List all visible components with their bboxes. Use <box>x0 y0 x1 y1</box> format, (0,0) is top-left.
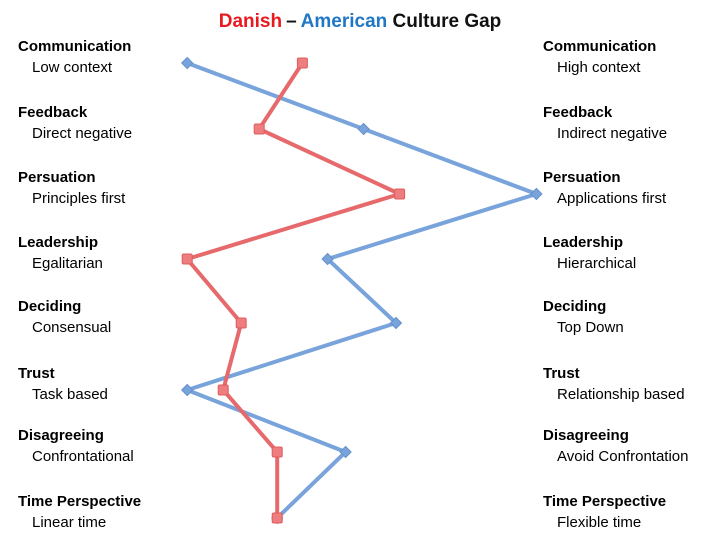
dimension-name: Deciding <box>18 298 82 315</box>
danish-data-point-marker <box>394 188 406 200</box>
american-data-point-marker <box>530 187 543 201</box>
chart-title: Danish – American Culture Gap <box>0 11 720 33</box>
danish-data-point-marker <box>271 446 283 458</box>
american-data-point-marker <box>339 445 352 459</box>
row-leadership-left: Leadership Egalitarian <box>18 232 103 274</box>
row-feedback-left: Feedback Direct negative <box>18 102 132 144</box>
american-series-line <box>181 61 543 520</box>
dimension-right-value: Relationship based <box>557 386 685 403</box>
dimension-left-value: Linear time <box>32 514 107 531</box>
dimension-name: Communication <box>543 38 657 55</box>
dimension-left-value: Confrontational <box>32 448 134 465</box>
row-time-perspective-right: Time Perspective Flexible time <box>543 491 666 533</box>
american-data-point-marker <box>357 122 370 136</box>
row-deciding-right: Deciding Top Down <box>543 296 624 338</box>
dimension-right-value: Indirect negative <box>557 125 668 142</box>
danish-data-point-marker <box>296 57 308 69</box>
dimension-name: Communication <box>18 38 132 55</box>
row-persuation-right: Persuation Applications first <box>543 167 666 209</box>
dimension-name: Disagreeing <box>543 427 629 444</box>
dimension-left-value: Low context <box>32 59 113 76</box>
dimension-left-value: Consensual <box>32 319 112 336</box>
dimension-right-value: Applications first <box>557 190 667 207</box>
dimension-name: Deciding <box>543 298 607 315</box>
dimension-right-value: Top Down <box>557 319 624 336</box>
dimension-right-value: Flexible time <box>557 514 642 531</box>
dimension-right-value: Avoid Confrontation <box>557 448 689 465</box>
danish-data-point-marker <box>271 512 283 524</box>
danish-data-point-marker <box>235 317 247 329</box>
title-american-legend: American <box>300 11 388 32</box>
dimension-name: Time Perspective <box>18 493 142 510</box>
title-text: Culture Gap <box>392 11 502 32</box>
danish-data-point-marker <box>181 253 193 265</box>
row-deciding-left: Deciding Consensual <box>18 296 111 338</box>
dimension-left-value: Task based <box>32 386 108 403</box>
dimension-name: Time Perspective <box>543 493 667 510</box>
dimension-name: Trust <box>18 365 55 382</box>
row-trust-right: Trust Relationship based <box>543 363 685 405</box>
american-data-point-marker <box>180 383 194 397</box>
dimension-name: Leadership <box>18 234 99 251</box>
danish-series-line <box>183 61 406 520</box>
dimension-right-value: High context <box>557 59 641 76</box>
american-data-point-marker <box>180 56 194 70</box>
dimension-right-value: Hierarchical <box>557 255 637 272</box>
dimension-name: Leadership <box>543 234 624 251</box>
row-communication-right: Communication High context <box>543 36 656 78</box>
american-data-point-marker <box>321 252 334 266</box>
dimension-name: Feedback <box>18 104 88 121</box>
dimension-left-value: Principles first <box>32 190 126 207</box>
row-feedback-right: Feedback Indirect negative <box>543 102 667 144</box>
title-separator: – <box>286 11 297 32</box>
row-time-perspective-left: Time Perspective Linear time <box>18 491 141 533</box>
dimension-left-value: Direct negative <box>32 125 133 142</box>
row-communication-left: Communication Low context <box>18 36 131 78</box>
row-persuation-left: Persuation Principles first <box>18 167 125 209</box>
danish-data-point-marker <box>217 384 229 396</box>
dimension-name: Disagreeing <box>18 427 104 444</box>
danish-data-point-marker <box>253 123 265 135</box>
dimension-name: Trust <box>543 365 580 382</box>
dimension-name: Feedback <box>543 104 613 121</box>
dimension-left-value: Egalitarian <box>32 255 103 272</box>
dimension-name: Persuation <box>543 169 621 186</box>
dimension-name: Persuation <box>18 169 96 186</box>
title-danish-legend: Danish <box>218 11 283 32</box>
row-leadership-right: Leadership Hierarchical <box>543 232 636 274</box>
row-disagreeing-right: Disagreeing Avoid Confrontation <box>543 425 688 467</box>
row-trust-left: Trust Task based <box>18 363 108 405</box>
american-data-point-marker <box>389 316 403 330</box>
row-disagreeing-left: Disagreeing Confrontational <box>18 425 134 467</box>
